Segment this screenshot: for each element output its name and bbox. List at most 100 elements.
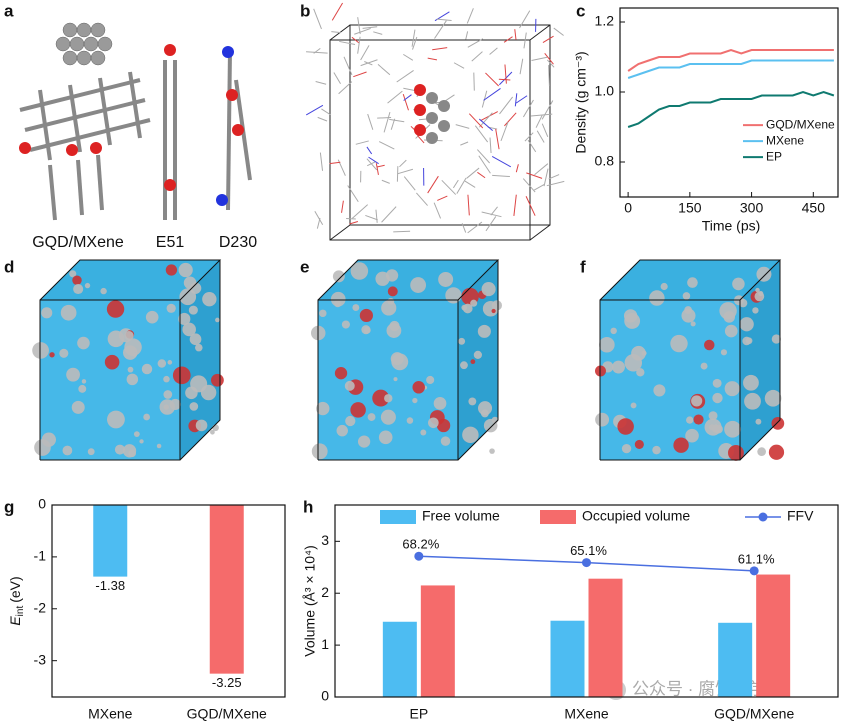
blob — [724, 420, 741, 438]
blob — [34, 439, 51, 456]
blob — [641, 350, 647, 356]
chain — [471, 51, 483, 62]
blob — [179, 288, 197, 306]
x-tick-label: GQD/MXene — [714, 706, 794, 722]
blob — [623, 309, 638, 323]
chain — [354, 27, 371, 35]
chain — [465, 31, 469, 40]
legend-label: Occupied volume — [582, 508, 690, 524]
blob — [132, 352, 138, 357]
chain — [483, 88, 501, 101]
blob — [700, 362, 708, 370]
molecule-illustration — [19, 22, 252, 221]
blob — [62, 445, 73, 456]
chain — [437, 195, 448, 201]
blob — [341, 320, 350, 329]
blob — [210, 429, 215, 435]
chain — [455, 124, 470, 129]
blob — [350, 402, 366, 418]
y-tick-label: 2 — [321, 584, 329, 600]
blob — [612, 360, 625, 374]
atom — [414, 84, 426, 96]
cube-face — [40, 300, 180, 460]
blob — [104, 354, 120, 370]
blob — [673, 437, 689, 453]
chain — [367, 161, 376, 167]
chain — [464, 180, 476, 188]
plot-frame — [51, 504, 286, 698]
chain — [339, 40, 356, 45]
blob — [660, 282, 668, 291]
blob — [428, 417, 439, 429]
blob — [380, 409, 396, 425]
line — [627, 59, 834, 79]
blob — [426, 375, 435, 385]
chain — [377, 64, 391, 76]
chain — [523, 32, 527, 49]
blob — [334, 300, 342, 308]
blob — [352, 304, 360, 312]
blob — [693, 414, 704, 425]
blob — [178, 312, 191, 326]
chain — [393, 230, 411, 233]
x-tick-label: 150 — [678, 200, 702, 216]
chain — [467, 221, 483, 234]
chain — [441, 179, 457, 195]
blob — [445, 287, 462, 304]
chain — [456, 177, 467, 194]
blob — [316, 401, 330, 416]
blob — [378, 430, 393, 445]
chain — [357, 36, 361, 54]
panel-label: g — [4, 497, 14, 516]
chain — [331, 31, 342, 34]
blob — [458, 337, 466, 345]
chain — [375, 209, 378, 223]
chain — [375, 163, 379, 175]
blob — [438, 271, 454, 287]
panel-label: b — [300, 1, 310, 20]
chain — [513, 194, 517, 216]
plot-frame — [619, 7, 839, 198]
blob — [363, 326, 371, 334]
chain — [476, 149, 490, 164]
blob — [178, 262, 193, 278]
chain — [305, 104, 324, 116]
chain — [546, 59, 555, 68]
blob — [711, 424, 721, 433]
chain — [389, 118, 405, 123]
bar — [756, 574, 791, 697]
blob — [477, 401, 493, 416]
chain — [417, 135, 425, 144]
blob — [344, 380, 355, 391]
blob — [189, 333, 202, 346]
chain — [319, 152, 324, 171]
blob — [420, 429, 427, 436]
value-label: -3.25 — [212, 675, 242, 690]
chain — [436, 18, 452, 21]
y-tick-label: 3 — [321, 532, 329, 548]
blob — [60, 304, 77, 321]
chain — [524, 132, 534, 142]
blob — [681, 308, 696, 323]
chain — [343, 56, 353, 76]
blob — [195, 419, 208, 432]
chain — [314, 210, 324, 226]
blob — [771, 334, 781, 344]
chain — [467, 38, 484, 48]
chain — [461, 223, 467, 233]
blob — [757, 447, 766, 456]
chain — [515, 164, 519, 173]
chain — [522, 99, 534, 118]
chain — [515, 95, 528, 104]
bar — [588, 578, 623, 697]
bar — [550, 620, 585, 697]
line-point — [582, 558, 591, 568]
chain — [479, 112, 493, 128]
x-tick-label: GQD/MXene — [187, 706, 267, 722]
blob — [410, 277, 427, 293]
y-axis-label: Volume (Å³ × 10⁴) — [302, 545, 318, 656]
chain — [531, 56, 548, 61]
blob — [690, 321, 696, 327]
legend-label: EP — [766, 149, 782, 163]
